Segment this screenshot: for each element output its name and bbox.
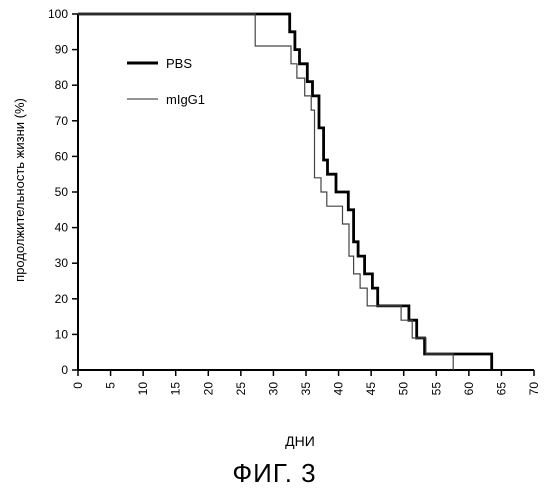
survival-chart: 0 5 10 15 20 25 30 35 40 45 50 55 60 65 70 0 10 20 30 40 50…: [0, 0, 549, 460]
series-line-pbs: [78, 14, 492, 370]
y-tick-label: 60: [55, 149, 69, 163]
y-axis-label: продолжительность жизни (%): [12, 98, 27, 282]
y-tick-label: 90: [55, 43, 69, 57]
x-tick-label: 15: [169, 382, 183, 396]
x-tick-label: 40: [332, 382, 346, 396]
y-axis-ticks: 0 10 20 30 40 50 60 70 80 90 100: [48, 7, 78, 377]
y-tick-label: 70: [55, 114, 69, 128]
x-axis-ticks: 0 5 10 15 20 25 30 35 40 45 50 55 60 65 70: [71, 370, 541, 395]
x-tick-label: 50: [397, 382, 411, 396]
y-tick-label: 80: [55, 78, 69, 92]
y-tick-label: 50: [55, 185, 69, 199]
x-axis-label: ДНИ: [285, 433, 315, 449]
y-tick-label: 40: [55, 221, 69, 235]
x-tick-label: 20: [201, 382, 215, 396]
x-tick-label: 30: [266, 382, 280, 396]
y-tick-label: 20: [55, 292, 69, 306]
x-tick-label: 55: [429, 382, 443, 396]
y-tick-label: 100: [48, 7, 68, 21]
figure-caption: ФИГ. 3: [0, 458, 549, 489]
x-tick-label: 35: [299, 382, 313, 396]
series-layer: [78, 14, 492, 370]
legend: PBS mIgG1: [127, 56, 205, 107]
series-line-migg1: [78, 14, 453, 370]
x-tick-label: 0: [71, 382, 85, 389]
x-tick-label: 60: [462, 382, 476, 396]
x-tick-label: 70: [527, 382, 541, 396]
x-tick-label: 45: [364, 382, 378, 396]
x-tick-label: 25: [234, 382, 248, 396]
y-tick-label: 0: [61, 363, 68, 377]
legend-label-migg1: mIgG1: [166, 92, 205, 107]
y-tick-label: 10: [55, 327, 69, 341]
legend-label-pbs: PBS: [166, 56, 192, 71]
x-tick-label: 65: [494, 382, 508, 396]
x-tick-label: 5: [104, 382, 118, 389]
x-tick-label: 10: [136, 382, 150, 396]
y-tick-label: 30: [55, 256, 69, 270]
